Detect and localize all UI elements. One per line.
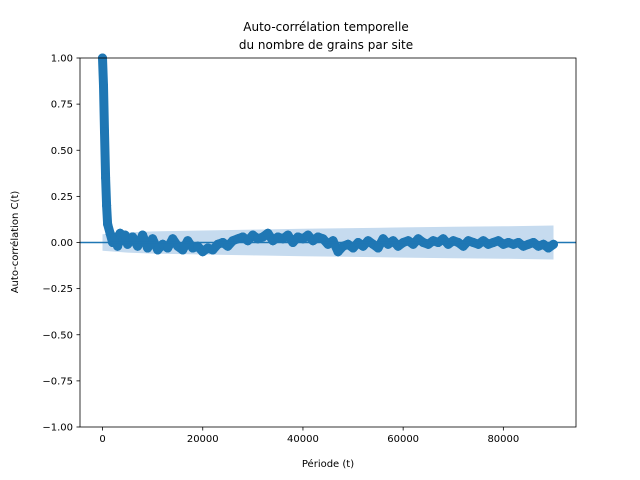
x-tick-label: 60000 [387, 434, 419, 445]
y-tick-label: −0.25 [42, 284, 73, 295]
x-tick-label: 80000 [487, 434, 519, 445]
y-tick-label: −1.00 [42, 423, 73, 434]
y-axis: −1.00 −0.75 −0.50 −0.25 0.00 0.25 0.50 0.75 1.00 [42, 54, 80, 434]
series-segment [100, 127, 111, 183]
data-points [98, 53, 558, 257]
x-tick-label: 20000 [187, 434, 219, 445]
data-point [549, 239, 558, 249]
y-tick-label: 0.25 [51, 192, 73, 203]
y-axis-label: Auto-corrélation C(t) [9, 191, 21, 294]
y-tick-label: −0.50 [42, 330, 73, 341]
x-axis: 0 20000 40000 60000 80000 [99, 427, 519, 445]
y-tick-label: 0.75 [51, 100, 73, 111]
y-tick-label: 0.00 [51, 238, 73, 249]
chart-title-line2: du nombre de grains par site [239, 38, 413, 52]
series-segment [99, 81, 109, 137]
x-axis-label: Période (t) [302, 458, 354, 470]
series-segment [101, 173, 112, 211]
series-segment [98, 53, 108, 91]
y-tick-label: 1.00 [51, 54, 73, 65]
y-tick-label: −0.75 [42, 376, 73, 387]
x-tick-label: 0 [99, 434, 105, 445]
plot-area [80, 53, 576, 260]
chart-title-line1: Auto-corrélation temporelle [243, 20, 408, 34]
x-tick-label: 40000 [287, 434, 319, 445]
y-tick-label: 0.50 [51, 146, 73, 157]
